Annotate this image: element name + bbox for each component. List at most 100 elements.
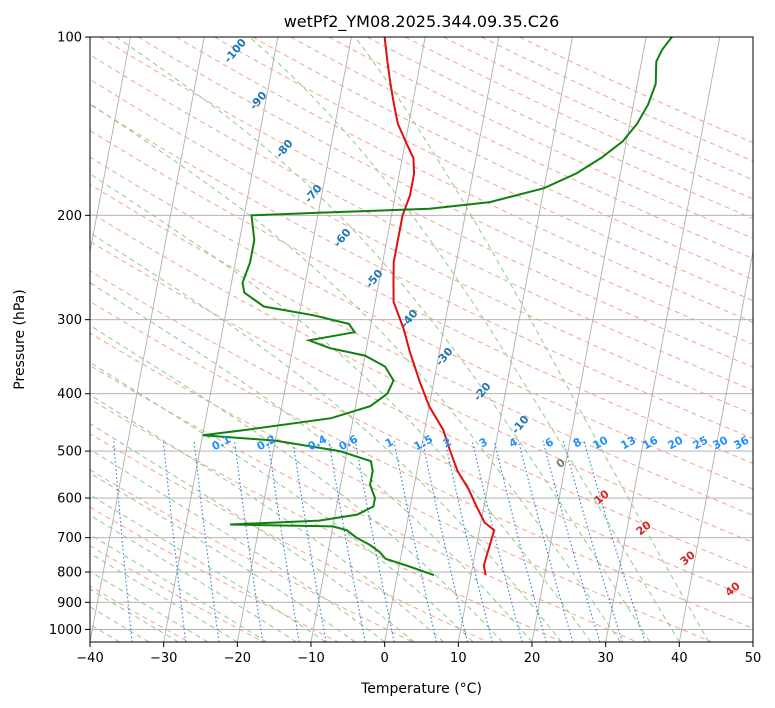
chart-title: wetPf2_YM08.2025.344.09.35.C26 [284,12,560,32]
dry-adiabat-line [290,37,753,260]
dry-adiabat-line [90,129,753,464]
mixing-ratio-line [471,440,523,642]
isotherm-line [457,37,573,642]
x-tick-label: −30 [150,651,177,666]
moist-adiabat-line [90,570,209,642]
y-tick-label: 800 [57,566,82,581]
mixing-ratio-line [562,440,623,642]
mixing-ratio-line [444,440,493,642]
mixing-ratio-line [328,440,366,642]
x-axis-title: Temperature (°C) [360,681,482,697]
y-axis-title: Pressure (hPa) [12,289,28,389]
moist-adiabat-line [249,37,680,642]
x-tick-label: 30 [597,651,614,666]
isotherm-line [310,37,426,642]
dry-adiabat-line [176,37,753,323]
mixing-ratio-line [542,440,601,642]
moist-adiabat-line [90,494,326,642]
dry-adiabat-line [99,37,753,368]
mixing-ratio-label: 36 [732,433,752,452]
isotherm-line [163,37,279,642]
x-tick-label: 0 [381,651,389,666]
isotherm-line [531,37,647,642]
mixing-ratio-line [493,440,547,642]
dry-adiabat-line [519,37,753,144]
profile-lines [202,37,673,577]
y-tick-label: 900 [57,596,82,611]
dry-adiabat-line [90,270,753,600]
mixing-ratio-line [292,440,327,642]
dry-adiabat-line [214,37,753,302]
mixing-ratio-label: 25 [691,434,711,453]
x-tick-label: −10 [297,651,324,666]
mixing-ratio-line [354,440,395,642]
mixing-ratio-line [421,440,469,642]
dry-adiabat-line [90,506,339,642]
isotherm-line [384,37,500,642]
mixing-ratio-line [233,440,264,642]
moist-adiabat-line [354,37,710,642]
plot-frame [89,36,754,643]
mixing-ratio-line [112,440,133,642]
moist-adiabat-line [90,324,503,642]
dry-adiabat-line [90,104,753,439]
dry-adiabat-line [137,37,753,345]
axes: −40 −30 −20 −10 0 10 20 30 40 50 100 200 300 400 500 60… [49,31,761,667]
line-labels: -100-90-80-70-60-50-40-30-20-100.1 0.2 0.4… [210,36,752,599]
dry-adiabat-line [90,398,563,642]
moist-adiabat-line [90,173,592,642]
dry-adiabat-line [90,78,753,415]
mixing-ratio-label: 30 [711,433,731,452]
y-tick-label: 700 [57,531,82,546]
dewpoint-profile-line [202,37,673,577]
moist-adiabat-line [90,588,179,642]
temperature-profile-line [383,37,496,576]
dry-adiabat-line [366,37,753,220]
dry-adiabat-line [90,54,753,391]
mixing-ratio-label: 10 [591,433,611,452]
y-tick-label: 100 [57,31,82,46]
dry-adiabat-line [443,37,753,181]
mixing-ratio-line [162,440,187,642]
moist-adiabat-line [90,394,444,642]
moist-adiabat-line [90,232,562,642]
mixing-ratio-line [267,440,300,642]
x-tick-label: −20 [224,651,251,666]
mixing-ratio-line [517,440,574,642]
isotherm-line [605,37,721,642]
isotherm-line [236,37,352,642]
mixing-ratio-line [193,440,220,642]
x-tick-label: −40 [76,651,103,666]
x-tick-label: 20 [524,651,541,666]
y-tick-label: 400 [57,387,82,402]
moist-adiabat-line [90,361,474,642]
mixing-ratio-label: 16 [641,433,661,452]
moist-adiabat-line [90,472,356,642]
x-tick-label: 50 [745,651,762,666]
mixing-ratio-label: 20 [666,433,686,452]
moist-adiabat-line [90,448,385,642]
y-tick-label: 300 [57,313,82,328]
dry-adiabat-line [90,469,414,642]
y-tick-label: 500 [57,445,82,460]
y-tick-label: 600 [57,492,82,507]
moist-adiabat-line [90,103,621,642]
y-tick-label: 1000 [49,623,82,638]
moist-adiabat-line [90,552,238,642]
mixing-ratio-line [393,440,437,642]
moist-adiabat-line [90,282,533,642]
dry-adiabat-line [90,156,753,490]
mixing-ratio-label: 13 [619,434,639,453]
y-tick-label: 200 [57,209,82,224]
isotherm-line [90,37,205,642]
isotherm-line [90,37,131,254]
moist-adiabat-line [115,37,651,642]
moist-adiabat-line [90,423,415,642]
dry-adiabat-line [90,300,753,630]
isotherm-line [678,249,753,642]
x-tick-label: 10 [450,651,467,666]
background-lines [90,37,753,642]
x-tick-label: 40 [671,651,688,666]
